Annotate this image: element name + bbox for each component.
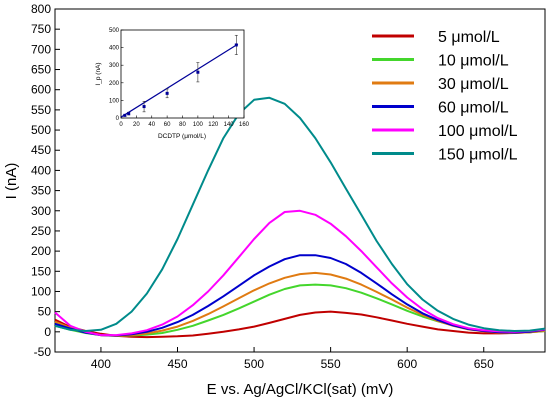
x-tick-label: 600 <box>397 357 417 371</box>
main-axes-ticks: 400 450 500 550 600 650-500501001502002503003… <box>31 2 494 371</box>
inset-x-tick-label: 140 <box>224 122 235 128</box>
inset-chart: 0 20 40 60 80 100 120 140 160 0 100 200 300 400 500 <box>109 28 250 128</box>
y-tick-label: 600 <box>31 83 51 97</box>
inset-y-tick-label: 0 <box>116 116 120 122</box>
inset-x-tick-label: 120 <box>208 122 219 128</box>
x-axis-title: E vs. Ag/AgCl/KCl(sat) (mV) <box>207 381 394 398</box>
x-tick-label: 550 <box>321 357 341 371</box>
y-tick-label: 50 <box>38 305 52 319</box>
x-tick-label: 650 <box>474 357 494 371</box>
inset-y-axis-title: I_p (nA) <box>95 62 102 85</box>
y-tick-label: 750 <box>31 22 51 36</box>
main-series-group <box>54 96 546 339</box>
series-line-6 <box>54 96 546 332</box>
main-plot-frame <box>54 8 546 353</box>
x-tick-label: 400 <box>91 357 111 371</box>
y-tick-label: 300 <box>31 204 51 218</box>
inset-fit-line <box>120 43 239 118</box>
series-line-3 <box>54 271 546 337</box>
y-tick-label: -50 <box>34 345 52 359</box>
inset-x-tick-label: 0 <box>119 122 123 128</box>
x-tick-label: 450 <box>167 357 187 371</box>
legend-label-5: 100 μmol/L <box>438 123 518 140</box>
inset-frame <box>120 29 245 119</box>
legend-label-2: 10 μmol/L <box>438 53 509 70</box>
y-tick-label: 400 <box>31 163 51 177</box>
y-axis-title: I (nA) <box>3 163 20 200</box>
y-tick-label: 650 <box>31 63 51 77</box>
inset-data-point <box>123 113 127 117</box>
inset-y-tick-label: 500 <box>109 28 120 34</box>
inset-data-point <box>165 91 169 95</box>
inset-y-tick-label: 400 <box>109 46 120 52</box>
inset-y-tick-label: 300 <box>109 63 120 69</box>
inset-x-tick-label: 60 <box>164 122 171 128</box>
inset-x-tick-label: 80 <box>179 122 186 128</box>
y-tick-label: 350 <box>31 184 51 198</box>
inset-y-tick-label: 200 <box>109 81 120 87</box>
y-tick-label: 700 <box>31 42 51 56</box>
y-tick-label: 550 <box>31 103 51 117</box>
series-line-4 <box>54 254 546 337</box>
inset-data-point <box>127 112 131 116</box>
inset-x-axis-title: DCDTP (μmol/L) <box>158 133 206 140</box>
series-line-5 <box>54 209 546 337</box>
y-tick-label: 200 <box>31 244 51 258</box>
y-tick-label: 100 <box>31 284 51 298</box>
legend-label-1: 5 μmol/L <box>438 29 500 46</box>
inset-x-tick-label: 100 <box>193 122 204 128</box>
series-line-1 <box>54 310 546 339</box>
inset-data-point <box>196 70 200 74</box>
y-tick-label: 250 <box>31 224 51 238</box>
inset-x-tick-label: 20 <box>133 122 140 128</box>
inset-data-point <box>234 43 238 47</box>
inset-x-tick-label: 40 <box>148 122 155 128</box>
legend-label-3: 30 μmol/L <box>438 76 509 93</box>
y-tick-label: 150 <box>31 264 51 278</box>
y-tick-label: 800 <box>31 2 51 16</box>
legend-label-6: 150 μmol/L <box>438 147 518 164</box>
inset-x-tick-label: 160 <box>239 122 250 128</box>
y-tick-label: 0 <box>44 325 51 339</box>
inset-data-point <box>142 105 146 109</box>
inset-y-tick-label: 100 <box>109 98 120 104</box>
x-tick-label: 500 <box>244 357 264 371</box>
y-tick-label: 450 <box>31 143 51 157</box>
legend-label-4: 60 μmol/L <box>438 100 509 117</box>
legend: 5 μmol/L 10 μmol/L 30 μmol/L 60 μmol/L 100 μ… <box>372 29 518 164</box>
y-tick-label: 500 <box>31 123 51 137</box>
